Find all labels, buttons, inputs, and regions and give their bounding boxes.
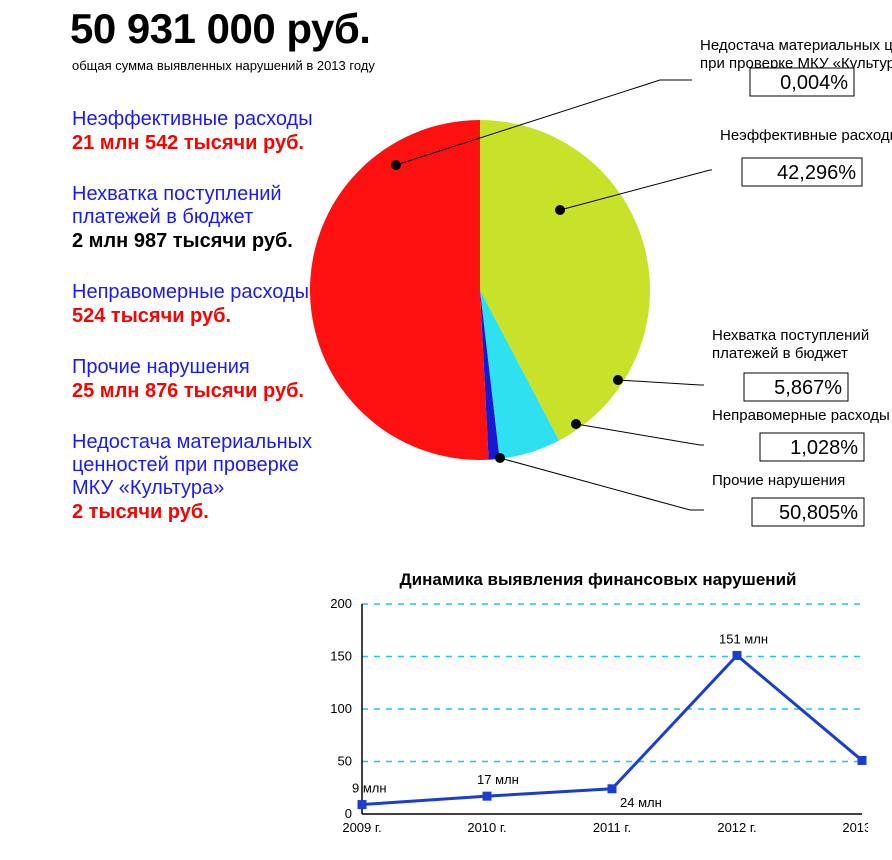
pie-label: платежей в бюджет — [712, 345, 848, 362]
leader-line — [618, 380, 704, 385]
y-tick-label: 200 — [330, 596, 352, 611]
line-chart: Динамика выявления финансовых нарушений … — [308, 570, 888, 860]
x-tick-label: 2009 г. — [342, 820, 381, 835]
pie-label: Недостача материальных ценностей — [700, 37, 892, 54]
line-chart-title: Динамика выявления финансовых нарушений — [308, 570, 888, 590]
pct-value: 50,805% — [779, 502, 858, 524]
data-label: 17 млн — [477, 772, 519, 787]
pct-value: 0,004% — [780, 72, 848, 94]
series-line — [362, 655, 862, 804]
data-marker — [358, 800, 367, 809]
data-marker — [733, 651, 742, 660]
pct-value: 5,867% — [774, 377, 842, 399]
data-marker — [483, 792, 492, 801]
y-tick-label: 0 — [345, 806, 352, 821]
x-tick-label: 2011 г. — [593, 820, 631, 835]
pie-chart: Недостача материальных ценностейпри пров… — [280, 10, 892, 570]
pie-label: Неправомерные расходы — [712, 407, 890, 424]
pie-slice — [310, 120, 489, 460]
data-marker — [608, 784, 617, 793]
pie-label: Нехватка поступлений — [712, 327, 869, 344]
y-tick-label: 50 — [338, 754, 352, 769]
y-tick-label: 100 — [330, 701, 352, 716]
y-tick-label: 150 — [330, 649, 352, 664]
data-label: 24 млн — [620, 795, 662, 810]
data-label: 151 млн — [719, 631, 768, 646]
data-label: 9 млн — [352, 781, 387, 796]
leader-line — [576, 424, 704, 445]
leader-line — [500, 458, 704, 510]
x-tick-label: 2010 г. — [467, 820, 506, 835]
x-tick-label: 2013 г. — [842, 820, 868, 835]
data-marker — [858, 756, 867, 765]
pie-label: Неэффективные расходы — [720, 127, 892, 144]
pie-label: Прочие нарушения — [712, 472, 845, 489]
pct-value: 42,296% — [777, 162, 856, 184]
x-tick-label: 2012 г. — [717, 820, 756, 835]
pct-value: 1,028% — [790, 437, 858, 459]
